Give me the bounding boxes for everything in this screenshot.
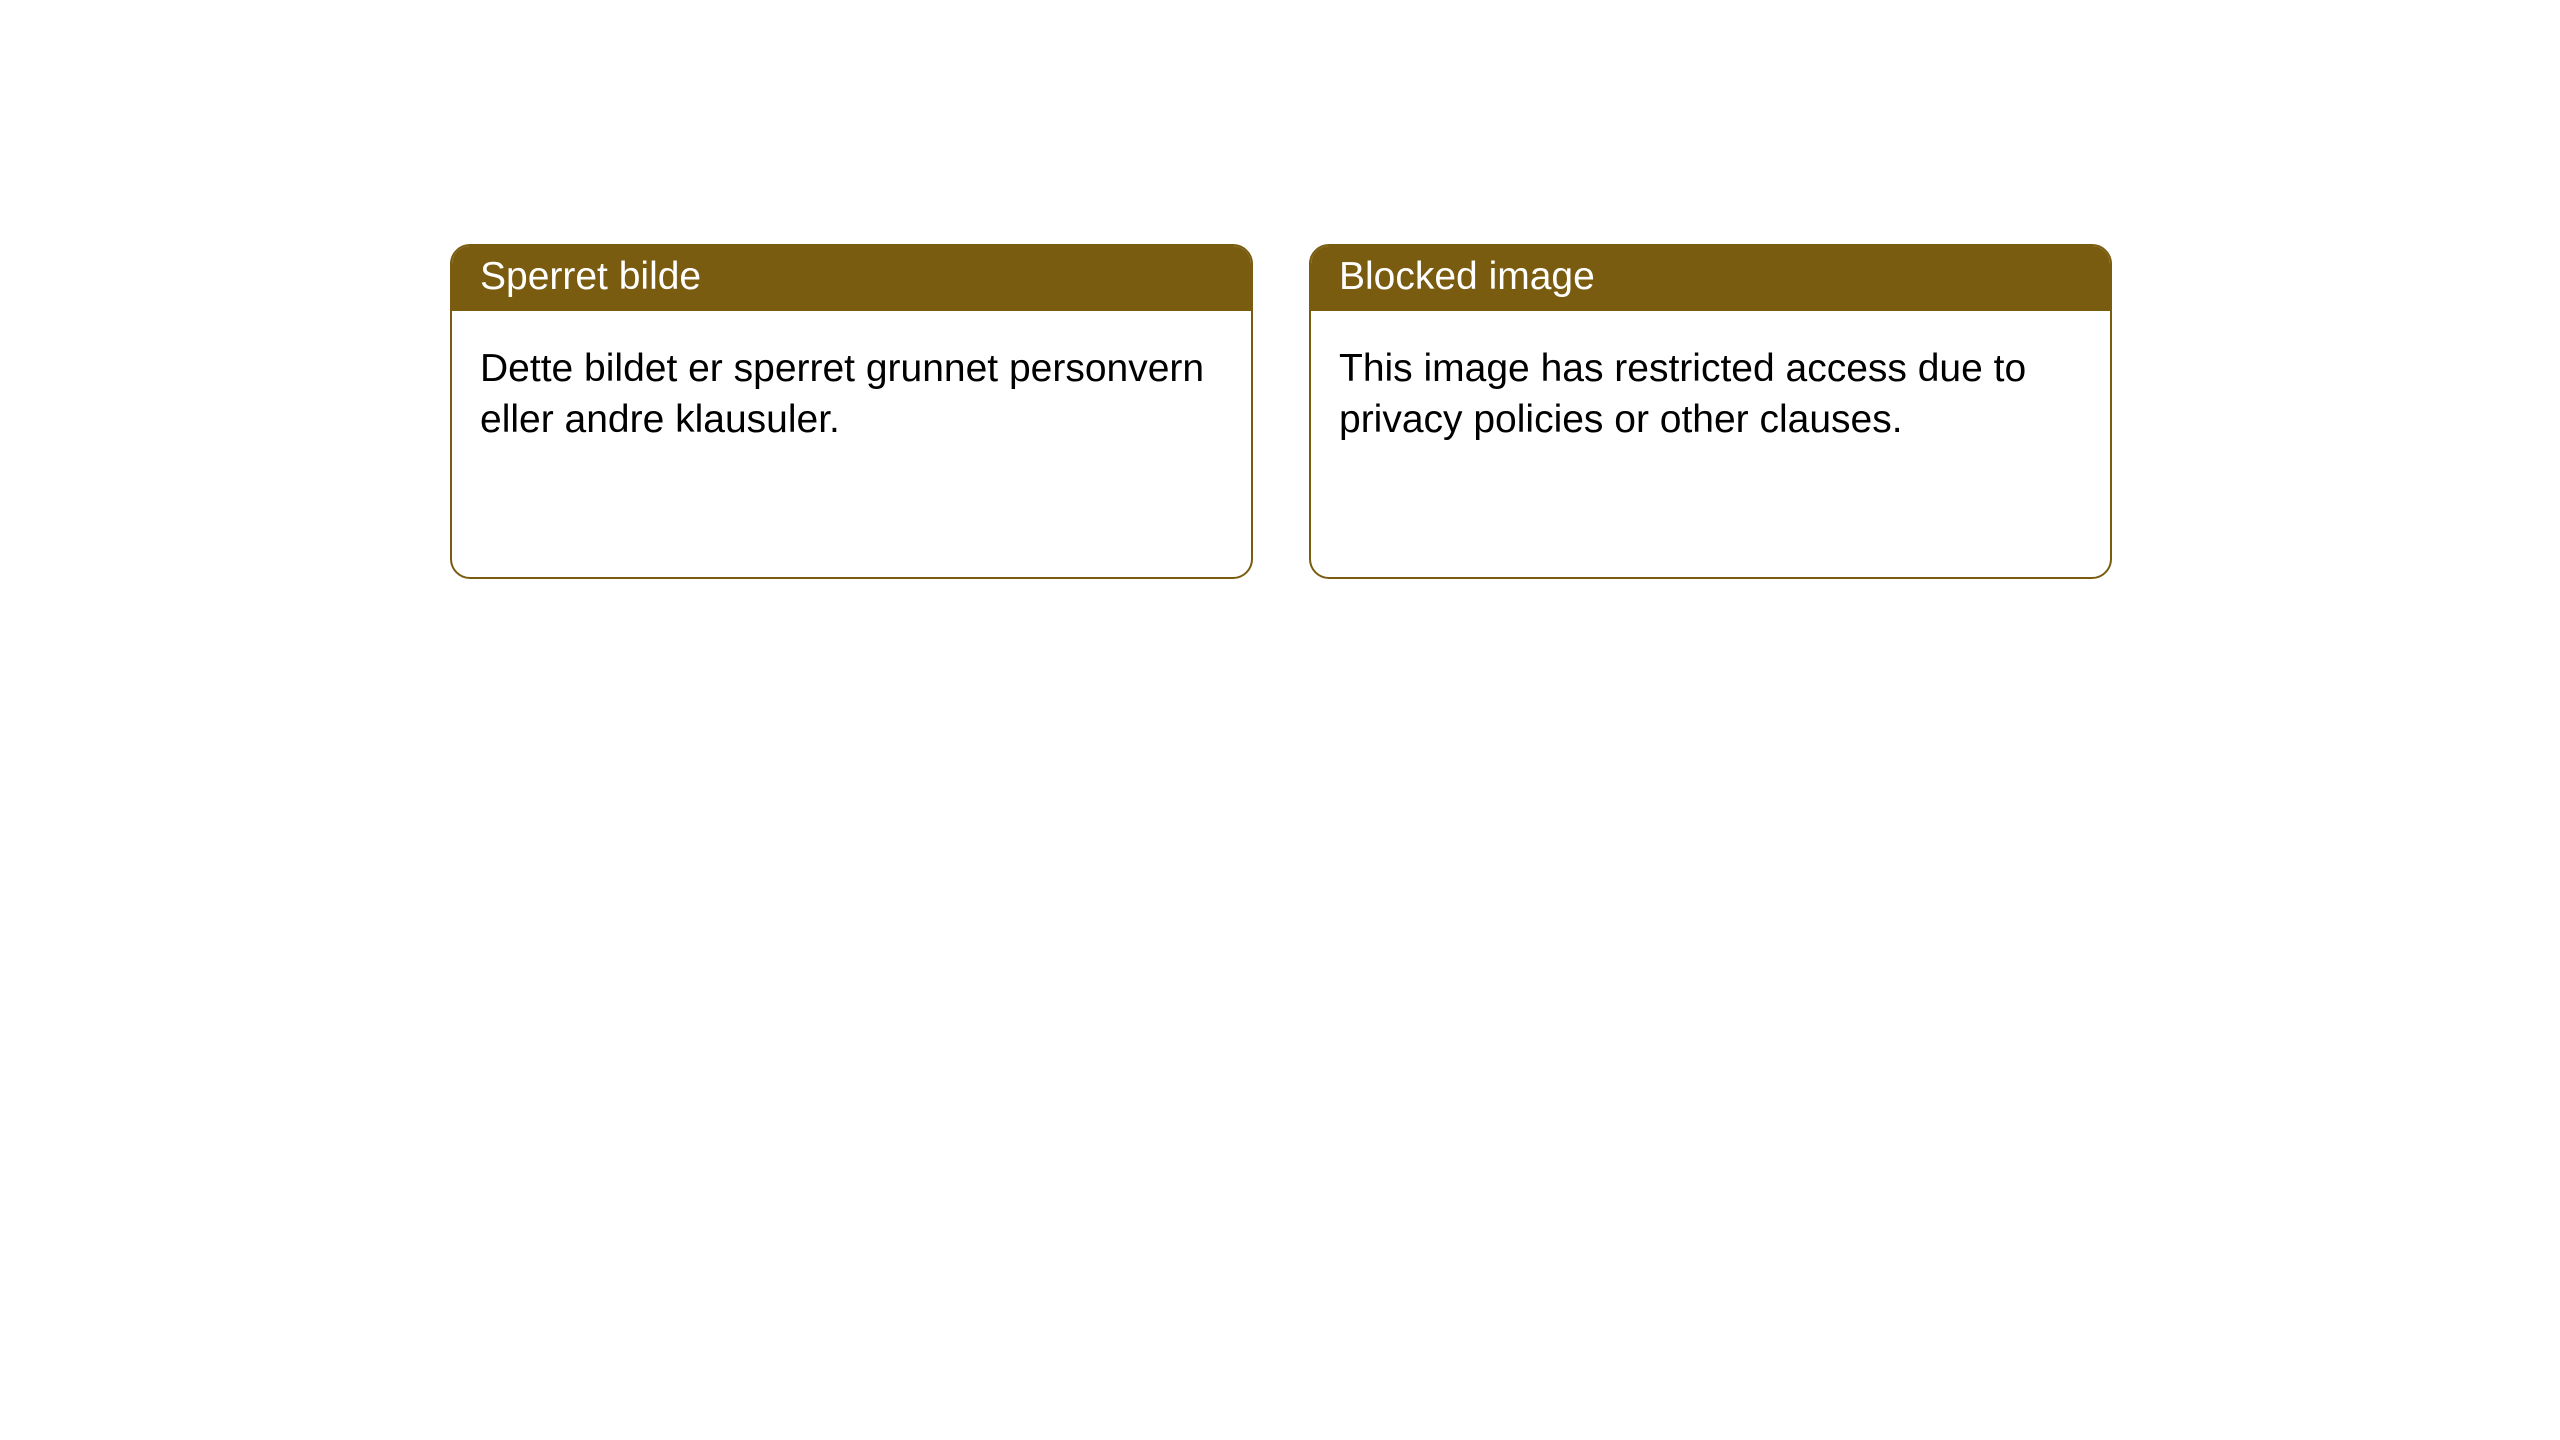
card-container: Sperret bilde Dette bildet er sperret gr… bbox=[0, 0, 2560, 579]
card-header: Blocked image bbox=[1311, 246, 2110, 311]
card-body: Dette bildet er sperret grunnet personve… bbox=[452, 311, 1251, 478]
blocked-image-card-en: Blocked image This image has restricted … bbox=[1309, 244, 2112, 579]
blocked-image-card-no: Sperret bilde Dette bildet er sperret gr… bbox=[450, 244, 1253, 579]
card-body: This image has restricted access due to … bbox=[1311, 311, 2110, 478]
card-header: Sperret bilde bbox=[452, 246, 1251, 311]
